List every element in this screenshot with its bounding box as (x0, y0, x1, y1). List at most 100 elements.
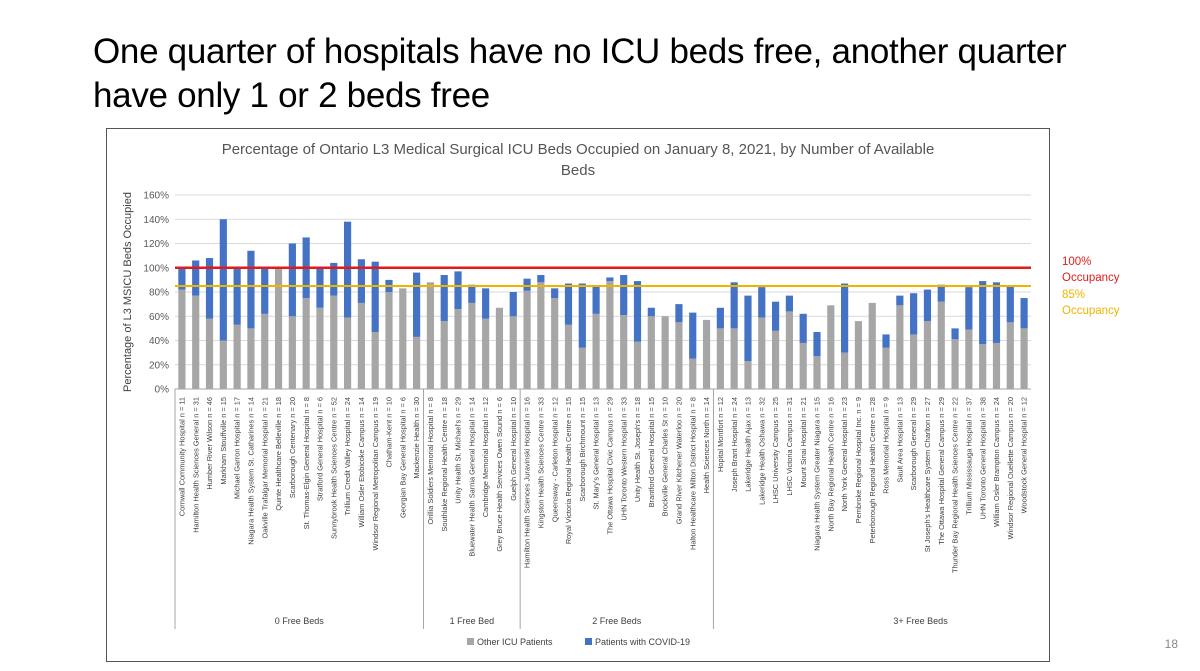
x-tick-label: Ross Memorial Hospital n = 9 (882, 397, 891, 494)
bar-covid (509, 292, 517, 317)
y-tick-label: 40% (149, 336, 169, 347)
bar-other-icu (316, 307, 324, 389)
x-tick-label: Hamilton Health Sciences Juravinski Hosp… (523, 397, 532, 568)
x-tick-label: Scarborough Birchmount n = 15 (578, 397, 587, 502)
bar-covid (330, 262, 338, 296)
bar-other-icu (509, 316, 517, 389)
page-number: 18 (1164, 637, 1178, 651)
y-axis-label: Percentage of L3 MSICU Beds Occupied (122, 192, 134, 392)
bar-other-icu (371, 332, 379, 389)
x-tick-label: William Osler Etobicoke Campus n = 14 (357, 397, 366, 527)
bar-other-icu (799, 342, 807, 389)
bar-other-icu (965, 329, 973, 389)
reference-label-100-text: Occupancy (1062, 272, 1120, 284)
bar-covid (178, 267, 186, 290)
x-tick-label: Pembroke Regional Hospital Inc. n = 9 (854, 397, 863, 523)
y-tick-label: 80% (149, 288, 169, 299)
bar-covid (578, 283, 586, 348)
x-tick-label: Thunder Bay Regional Health Sciences Cen… (951, 397, 960, 573)
slide-title: One quarter of hospitals have no ICU bed… (93, 32, 1067, 115)
bar-other-icu (675, 322, 683, 389)
x-tick-label: Humber River Wilson n = 46 (205, 397, 214, 490)
bar-other-icu (868, 302, 876, 389)
bar-covid (482, 288, 490, 319)
x-tick-label: St Joseph's Healthcare System Charlton n… (923, 397, 932, 552)
bar-covid (979, 281, 987, 345)
group-label: 0 Free Beds (275, 616, 325, 626)
bar-covid (316, 267, 324, 308)
x-tick-label: LHSC Victoria Campus n = 31 (785, 397, 794, 496)
bar-covid (675, 304, 683, 323)
x-tick-label: Halton Healthcare Milton District Hospit… (688, 397, 697, 550)
legend-label: Patients with COVID-19 (595, 637, 690, 647)
x-tick-label: Sunnybrook Health Sciences Centre n = 52 (329, 397, 338, 539)
bar-other-icu (896, 305, 904, 389)
bar-other-icu (261, 313, 269, 389)
x-tick-label: St. Mary's General Hospital n = 13 (592, 397, 601, 510)
bar-covid (247, 250, 255, 329)
bar-other-icu (689, 358, 697, 389)
x-tick-label: Sault Area Hospital n = 13 (895, 397, 904, 483)
reference-label-100: 100% Occupancy (1062, 254, 1120, 286)
bar-covid (923, 289, 932, 322)
bar-other-icu (399, 288, 407, 389)
bar-covid (440, 275, 448, 322)
bar-other-icu (440, 321, 448, 389)
bar-other-icu (730, 328, 738, 389)
bar-other-icu (219, 340, 227, 389)
bar-covid (785, 295, 793, 312)
bar-covid (937, 284, 945, 302)
bar-other-icu (302, 298, 310, 389)
x-tick-label: Royal Victoria Regional Health Centre n … (564, 397, 573, 544)
x-tick-label: Niagara Health System Greater Niagara n … (813, 397, 822, 551)
bar-other-icu (923, 321, 932, 389)
bar-covid (288, 243, 296, 317)
x-tick-label: Grand River Kitchener Waterloo n = 20 (675, 397, 684, 524)
bar-covid (371, 261, 379, 333)
bar-other-icu (744, 361, 752, 389)
bar-covid (951, 328, 959, 340)
x-tick-label: Niagara Health System St. Catharines n =… (247, 397, 256, 545)
chart-container: Percentage of Ontario L3 Medical Surgica… (106, 128, 1050, 662)
bar-other-icu (357, 302, 365, 389)
bar-covid (730, 282, 738, 329)
x-tick-label: The Ottawa Hospital Civic Campus n = 29 (606, 397, 615, 534)
x-tick-label: Georgian Bay General Hospital n = 6 (398, 397, 407, 518)
bar-other-icu (482, 318, 490, 389)
bar-other-icu (192, 295, 200, 389)
x-tick-label: St. Thomas-Elgin General Hospital n = 8 (302, 397, 311, 529)
y-tick-label: 160% (143, 191, 169, 202)
x-tick-label: Mount Sinai Hospital n = 21 (799, 397, 808, 488)
bar-other-icu (564, 324, 573, 389)
x-tick-label: Hopital Montfort n = 12 (716, 397, 725, 472)
bar-covid (799, 313, 807, 343)
x-tick-label: Unity Health St. Michael's n = 29 (454, 397, 463, 504)
bar-other-icu (910, 334, 918, 389)
bar-other-icu (454, 308, 462, 389)
x-tick-label: Brantford General Hospital n = 15 (647, 397, 656, 507)
x-tick-label: Mackenzie Health n = 30 (412, 397, 421, 479)
y-tick-label: 120% (143, 239, 169, 250)
bar-other-icu (288, 316, 296, 389)
bar-covid (965, 287, 973, 330)
bar-covid (454, 271, 462, 309)
group-label: 1 Free Bed (450, 616, 495, 626)
bar-covid (261, 267, 269, 314)
bar-other-icu (841, 352, 849, 389)
x-tick-label: Joseph Brant Hospital n = 24 (730, 397, 739, 492)
bar-other-icu (606, 281, 614, 389)
bar-other-icu (413, 336, 421, 389)
bar-other-icu (620, 315, 628, 389)
reference-label-85-text: Occupancy (1062, 305, 1120, 317)
bar-other-icu (785, 311, 793, 389)
bar-other-icu (178, 289, 186, 389)
bar-covid (620, 275, 628, 316)
x-tick-label: Lakeridge Health Oshawa n = 32 (757, 397, 766, 505)
bar-covid (633, 281, 642, 342)
bar-covid (1006, 285, 1014, 323)
x-tick-label: Unity Health St. Joseph's n = 18 (633, 397, 642, 502)
y-tick-label: 20% (149, 360, 169, 371)
x-tick-label: Lakeridge Health Ajax n = 13 (744, 397, 753, 492)
reference-label-100-value: 100% (1062, 256, 1092, 268)
bar-covid (841, 283, 849, 353)
